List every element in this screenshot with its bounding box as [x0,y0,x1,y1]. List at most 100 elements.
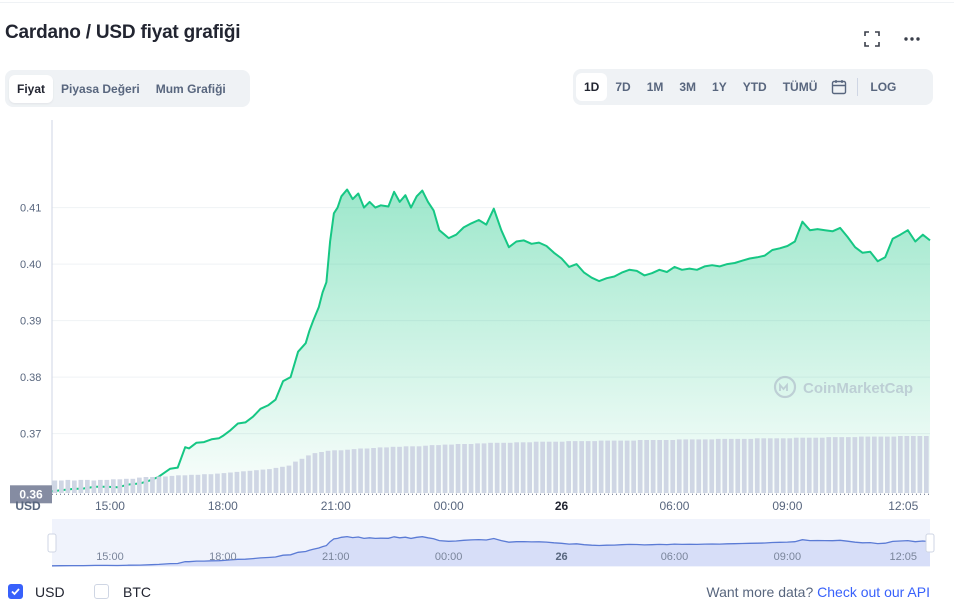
y-tick-label: 0.40 [20,259,41,271]
volume-bar [839,437,845,493]
navigator-right-handle[interactable] [925,533,935,553]
volume-bar [488,442,493,493]
volume-bar [911,436,916,493]
volume-bar [546,441,552,493]
fullscreen-icon[interactable] [862,30,882,48]
volume-bar [215,473,220,493]
volume-bar [702,439,708,493]
volume-bar [104,479,110,493]
volume-bar [156,476,162,493]
y-tick-label: 0.41 [20,203,41,215]
volume-bar [228,472,233,493]
range-navigator[interactable]: 15:00 18:00 21:00 00:00 26 06:00 09:00 12:05 [47,519,935,567]
range-3m[interactable]: 3M [679,80,697,94]
volume-bar [202,474,207,493]
volume-bar [806,437,812,493]
usd-label: USD [35,584,65,600]
volume-bar [423,445,428,493]
volume-bar [280,466,285,493]
volume-bar [494,442,500,493]
volume-bar [533,441,539,493]
volume-bar [566,441,571,493]
volume-bar [767,438,773,493]
volume-bar [696,439,702,493]
btc-label: BTC [123,584,151,600]
volume-bar [267,469,272,493]
volume-bar [507,442,513,493]
volume-bar [709,439,715,493]
tab-market-cap[interactable]: Piyasa Değeri [61,81,140,96]
volume-bar [410,446,415,493]
volume-bar [520,442,526,493]
volume-bar [312,453,318,493]
volume-bar [124,478,129,494]
x-tick-label: 21:00 [321,499,351,513]
tab-price[interactable]: Fiyat [9,74,54,103]
volume-bar [904,436,910,493]
range-1d[interactable]: 1D [576,73,608,101]
volume-bars [52,436,929,494]
volume-bar [748,438,754,493]
volume-bar [98,479,103,493]
checkmark-icon [11,588,20,596]
y-axis-ticks: 0.41 0.40 0.39 0.38 0.37 [20,203,41,441]
range-all[interactable]: TÜMÜ [782,80,818,94]
x-axis-ticks: 15:00 18:00 21:00 00:00 26 06:00 09:00 12:05 [95,499,919,513]
volume-bar [618,440,623,493]
volume-bar [338,450,344,494]
x-tick-label: 06:00 [659,499,689,513]
api-link[interactable]: Check out our API [817,584,930,600]
volume-bar [234,471,240,493]
y-tick-label: 0.37 [20,429,41,441]
volume-bar [924,436,929,493]
volume-bar [891,436,897,493]
api-promo-text: Want more data? [706,584,814,600]
volume-bar [208,474,214,493]
range-1y[interactable]: 1Y [712,80,727,94]
page-title: Cardano / USD fiyat grafiği [5,22,241,43]
volume-bar [501,442,506,493]
tab-candlestick[interactable]: Mum Grafiği [155,81,226,96]
volume-bar [735,438,741,493]
range-1m[interactable]: 1M [646,80,664,94]
volume-bar [332,450,337,494]
volume-bar [676,439,682,493]
volume-bar [468,444,474,493]
volume-bar [657,440,662,493]
volume-bar [624,440,630,493]
volume-bar [683,439,689,493]
more-icon[interactable] [902,30,922,48]
x-tick-label: 15:00 [95,499,125,513]
navigator-tick-label: 00:00 [435,551,463,563]
y-tick-label: 0.38 [20,372,41,384]
volume-bar [345,449,350,493]
volume-bar [293,461,298,493]
volume-bar [670,440,676,493]
price-chart[interactable]: 0.410.400.390.380.37 0.36 CoinMarketCap … [0,110,954,575]
volume-bar [72,480,77,493]
range-7d[interactable]: 7D [615,80,631,94]
x-tick-label: 18:00 [208,499,238,513]
chart-type-tabs: Fiyat Piyasa Değeri Mum Grafiği [5,70,250,107]
calendar-icon[interactable] [825,79,853,95]
volume-bar [689,439,695,493]
usd-checkbox[interactable] [8,584,23,599]
volume-bar [826,437,832,493]
volume-bar [319,452,324,493]
volume-bar [859,436,864,493]
volume-bar [85,479,90,493]
volume-bar [631,440,636,493]
volume-bar [182,475,188,493]
volume-bar [605,440,610,493]
volume-bar [442,444,448,493]
log-toggle[interactable]: LOG [870,80,897,94]
volume-bar [189,474,194,493]
btc-checkbox[interactable] [94,584,109,599]
navigator-left-handle[interactable] [47,533,57,553]
range-ytd[interactable]: YTD [742,80,767,94]
volume-bar [800,437,806,493]
volume-bar [872,436,877,493]
volume-bar [832,437,838,493]
volume-bar [130,478,136,494]
volume-bar [377,447,383,493]
